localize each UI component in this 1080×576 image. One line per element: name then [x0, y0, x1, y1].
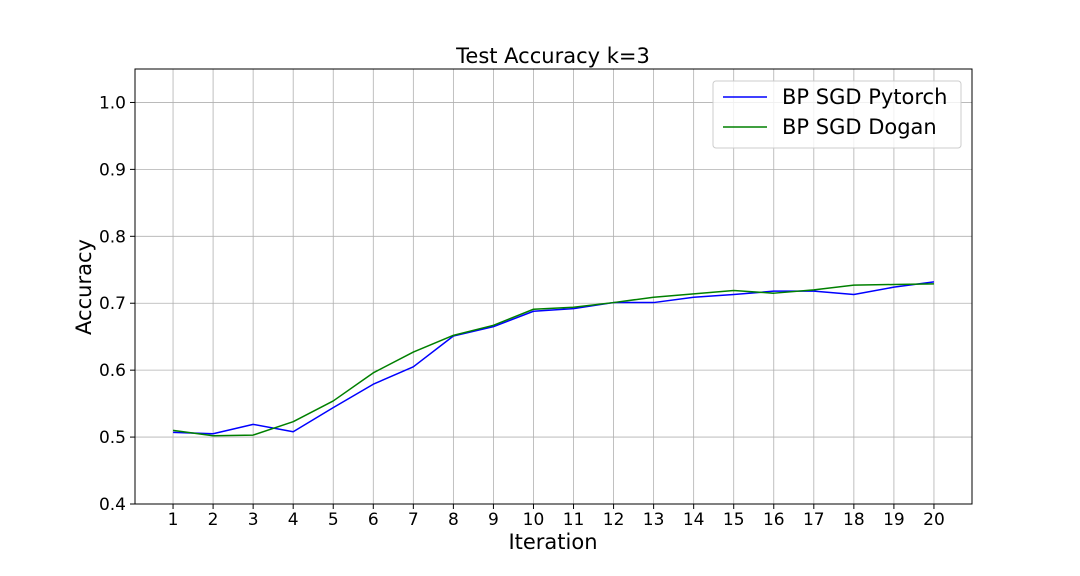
x-tick-label: 17	[803, 510, 825, 530]
series-line-dogan	[172, 283, 934, 437]
x-tick-label: 11	[563, 510, 585, 530]
x-axis-label: Iteration	[508, 530, 597, 554]
y-tick-label: 0.6	[99, 361, 126, 381]
gridlines	[135, 69, 972, 505]
x-tick-label: 20	[923, 510, 945, 530]
x-tick-label: 6	[368, 510, 379, 530]
axis-ticks: 1 2 3 4 5 6 7 8 9 10 11 12 13 14 15 16 17 18 19 200.40.50.6…	[99, 93, 945, 530]
legend-box	[712, 80, 962, 149]
y-tick-label: 0.7	[99, 294, 126, 314]
x-tick-label: 9	[488, 510, 499, 530]
chart-title: Test Accuracy k=3	[455, 44, 650, 68]
legend-label-dogan: BP SGD Dogan	[782, 115, 937, 139]
x-tick-label: 8	[448, 510, 459, 530]
legend: BP SGD Pytorch BP SGD Dogan	[712, 80, 962, 149]
series-lines	[172, 281, 935, 437]
y-tick-label: 1.0	[99, 93, 126, 113]
x-tick-label: 14	[683, 510, 705, 530]
x-tick-label: 18	[843, 510, 865, 530]
x-tick-label: 5	[328, 510, 339, 530]
y-axis-label: Accuracy	[72, 239, 96, 335]
x-tick-label: 4	[288, 510, 299, 530]
x-tick-label: 12	[603, 510, 625, 530]
x-tick-label: 7	[408, 510, 419, 530]
y-tick-label: 0.4	[99, 495, 126, 515]
x-tick-label: 15	[723, 510, 745, 530]
x-tick-label: 13	[643, 510, 665, 530]
series-line-pytorch	[173, 281, 935, 435]
x-tick-label: 2	[208, 510, 219, 530]
x-tick-label: 3	[248, 510, 259, 530]
x-tick-label: 19	[883, 510, 905, 530]
legend-label-pytorch: BP SGD Pytorch	[782, 85, 947, 109]
x-tick-label: 16	[763, 510, 785, 530]
y-tick-label: 0.5	[99, 428, 126, 448]
y-tick-label: 0.8	[99, 227, 126, 247]
plot-frame	[134, 68, 973, 505]
x-tick-label: 1	[168, 510, 179, 530]
y-tick-label: 0.9	[99, 160, 126, 180]
x-tick-label: 10	[523, 510, 545, 530]
